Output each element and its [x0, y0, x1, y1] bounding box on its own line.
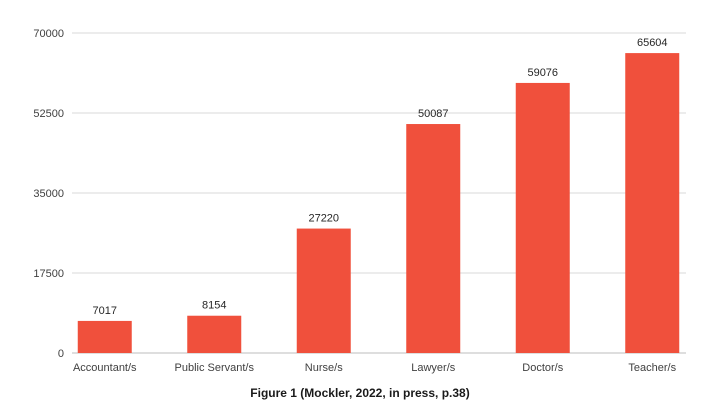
bars [77, 53, 680, 354]
gridlines [72, 32, 686, 354]
y-tick-label: 17500 [33, 268, 64, 280]
data-label: 8154 [202, 300, 226, 312]
data-label: 59076 [527, 67, 558, 79]
x-axis: Accountant/s Public Servant/s Nurse/s Lawye… [73, 362, 677, 374]
y-tick-label: 0 [58, 348, 64, 360]
y-axis: 0 17500 35000 52500 70000 [33, 28, 64, 360]
bar [515, 82, 570, 353]
x-tick-label: Nurse/s [305, 362, 343, 374]
data-label: 7017 [93, 305, 117, 317]
x-tick-label: Doctor/s [522, 362, 563, 374]
data-label: 27220 [308, 213, 339, 225]
bar [77, 320, 132, 353]
bar [296, 228, 351, 353]
data-label: 50087 [418, 108, 449, 120]
y-tick-label: 35000 [33, 188, 64, 200]
bar [625, 53, 680, 353]
x-tick-label: Accountant/s [73, 362, 137, 374]
data-labels: 7017 8154 27220 50087 59076 65604 [93, 37, 668, 317]
bar [406, 124, 461, 354]
x-tick-label: Teacher/s [628, 362, 676, 374]
y-tick-label: 52500 [33, 108, 64, 120]
data-label: 65604 [637, 37, 668, 49]
x-tick-label: Lawyer/s [411, 362, 456, 374]
x-tick-label: Public Servant/s [175, 362, 255, 374]
figure-caption: Figure 1 (Mockler, 2022, in press, p.38) [250, 386, 470, 400]
y-tick-label: 70000 [33, 28, 64, 40]
bar [187, 315, 242, 353]
